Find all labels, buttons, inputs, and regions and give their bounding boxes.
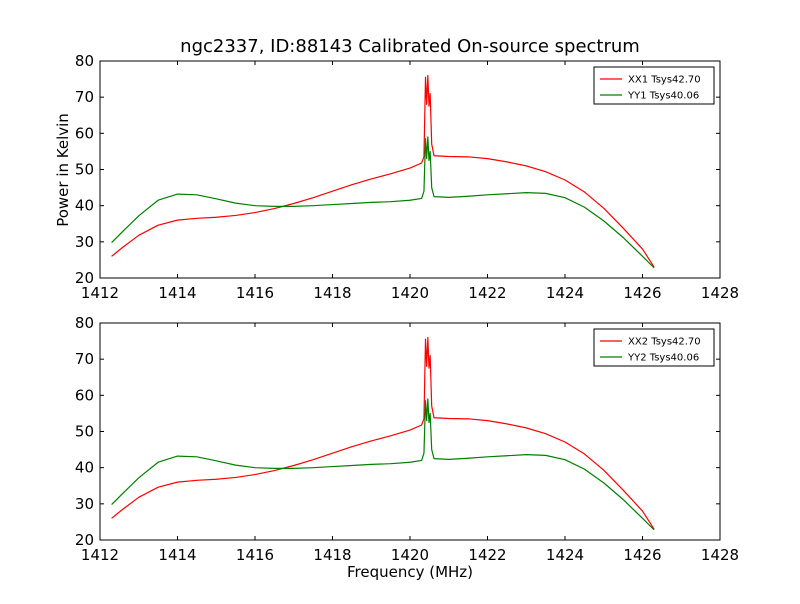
- x-tick-label: 1414: [158, 546, 196, 564]
- legend-box: [593, 328, 715, 367]
- x-tick-label: 1422: [468, 546, 506, 564]
- y-tick-label: 50: [75, 161, 94, 179]
- legend: XX2 Tsys42.70 YY2 Tsys40.06: [593, 328, 715, 367]
- y-tick-label: 70: [75, 88, 94, 106]
- x-tick-label: 1412: [81, 284, 119, 302]
- bottom-plot-panel: 1412 1414 1416 1418 1420 1422 1424 1426 1428 20 30…: [75, 314, 739, 564]
- y-tick-label: 80: [75, 314, 94, 332]
- x-tick-label: 1420: [391, 284, 429, 302]
- y-tick-label: 20: [75, 531, 94, 549]
- x-tick-label: 1426: [623, 284, 661, 302]
- x-axis-label: Frequency (MHz): [347, 563, 473, 581]
- x-tick-label: 1418: [313, 284, 351, 302]
- legend-label: XX2 Tsys42.70: [628, 337, 701, 348]
- series-line-2: [111, 136, 655, 269]
- x-tick-label: 1420: [391, 546, 429, 564]
- x-tick-label: 1424: [546, 284, 584, 302]
- x-tick-label: 1418: [313, 546, 351, 564]
- series-line-1: [111, 74, 655, 268]
- y-tick-label: 60: [75, 124, 94, 142]
- y-tick-label: 60: [75, 386, 94, 404]
- legend: XX1 Tsys42.70 YY1 Tsys40.06: [593, 66, 715, 105]
- y-tick-label: 40: [75, 459, 94, 477]
- x-tick-label: 1428: [701, 546, 739, 564]
- legend-box: [593, 66, 715, 105]
- y-tick-label: 80: [75, 52, 94, 70]
- y-tick-label: 30: [75, 233, 94, 251]
- y-tick-label: 70: [75, 350, 94, 368]
- y-tick-label: 40: [75, 197, 94, 215]
- series-line-2: [111, 398, 655, 531]
- chart-title: ngc2337, ID:88143 Calibrated On-source s…: [180, 36, 640, 57]
- legend-label: XX1 Tsys42.70: [628, 75, 701, 86]
- x-tick-label: 1412: [81, 546, 119, 564]
- x-tick-label: 1422: [468, 284, 506, 302]
- y-tick-label: 30: [75, 495, 94, 513]
- legend-label: YY2 Tsys40.06: [627, 353, 699, 364]
- x-tick-label: 1414: [158, 284, 196, 302]
- y-axis-label: Power in Kelvin: [54, 113, 72, 227]
- x-tick-label: 1428: [701, 284, 739, 302]
- x-tick-label: 1426: [623, 546, 661, 564]
- series-line-1: [111, 336, 655, 530]
- legend-label: YY1 Tsys40.06: [627, 91, 699, 102]
- top-plot-panel: 1412 1414 1416 1418 1420 1422 1424 1426 1428 20 30…: [75, 52, 739, 302]
- y-tick-label: 20: [75, 269, 94, 287]
- x-tick-label: 1424: [546, 546, 584, 564]
- x-tick-label: 1416: [236, 284, 274, 302]
- y-tick-label: 50: [75, 423, 94, 441]
- x-tick-label: 1416: [236, 546, 274, 564]
